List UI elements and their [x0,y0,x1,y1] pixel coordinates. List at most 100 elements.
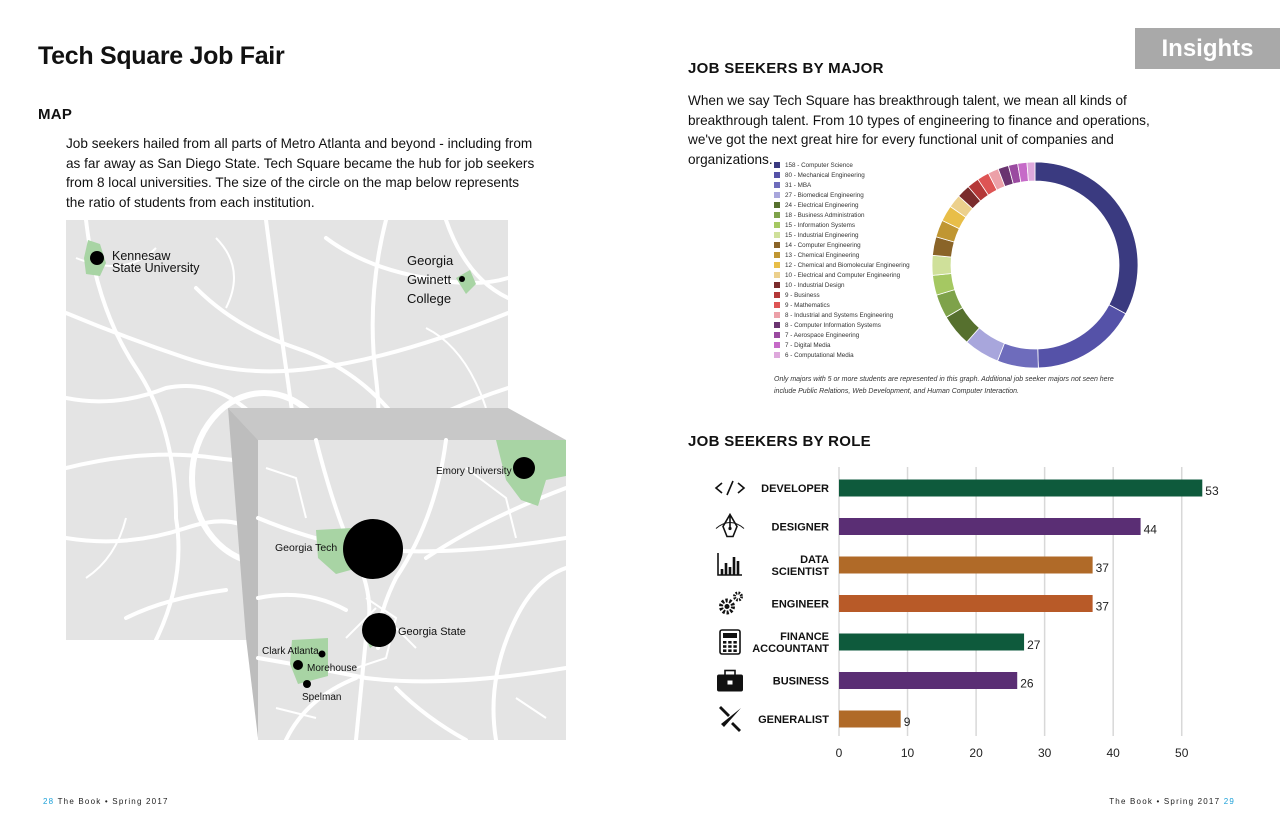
calculator-icon [719,629,741,655]
legend-label: 9 - Mathematics [785,301,830,309]
legend-item: 10 - Industrial Design [774,280,910,290]
legend-item: 12 - Chemical and Biomolecular Engineeri… [774,260,910,270]
legend-label: 8 - Computer Information Systems [785,321,881,329]
legend-swatch [774,272,780,278]
legend-swatch [774,202,780,208]
legend-item: 9 - Business [774,290,910,300]
page-title: Tech Square Job Fair [38,42,285,70]
legend-item: 14 - Computer Engineering [774,240,910,250]
legend-swatch [774,332,780,338]
x-tick-label: 0 [836,746,843,760]
legend-swatch [774,232,780,238]
legend-swatch [774,172,780,178]
legend-swatch [774,182,780,188]
code-icon [714,480,746,496]
legend-swatch [774,282,780,288]
legend-label: 12 - Chemical and Biomolecular Engineeri… [785,261,910,269]
legend-label: 31 - MBA [785,181,812,189]
category-label: ENGINEER [772,599,830,611]
legend-item: 18 - Business Administration [774,210,910,220]
legend-item: 15 - Industrial Engineering [774,230,910,240]
category-label: DATA SCIENTIST [772,554,830,578]
bar [839,556,1093,574]
donut-slice [1034,161,1139,315]
legend-swatch [774,352,780,358]
bar-chart-icon [717,553,742,576]
bar [839,479,1203,497]
ggc-area [456,270,476,294]
legend-swatch [774,312,780,318]
footer-left-text: The Book • Spring 2017 [57,797,169,806]
legend-item: 7 - Aerospace Engineering [774,330,910,340]
legend-label: 80 - Mechanical Engineering [785,171,865,179]
gears-icon [719,591,743,615]
legend-label: 14 - Computer Engineering [785,241,861,249]
legend-label: 15 - Information Systems [785,221,855,229]
legend-item: 9 - Mathematics [774,300,910,310]
legend-label: 9 - Business [785,291,820,299]
legend-label: 10 - Electrical and Computer Engineering [785,271,901,279]
majors-note: Only majors with 5 or more students are … [774,376,1114,395]
category-label: DEVELOPER [761,483,829,495]
insights-tab: Insights [1135,28,1280,69]
page-number-right: 29 [1223,797,1235,806]
legend-label: 10 - Industrial Design [785,281,845,289]
map-section-title: MAP [38,106,73,123]
roles-bar-chart: 0 10 20 30 40 50 53 DEVELOPER 44 DESIGNER 37 DATA SC… [714,467,1219,760]
clark-circle [318,650,326,658]
gastate-circle [362,613,396,647]
zoom-projection-left [228,408,258,738]
legend-label: 158 - Computer Science [785,161,853,169]
legend-swatch [774,262,780,268]
label-kennesaw: Kennesaw [112,249,171,263]
legend-item: 24 - Electrical Engineering [774,200,910,210]
majors-donut-chart [931,161,1139,369]
morehouse-circle [293,660,303,670]
spelman-circle [303,680,311,688]
label-kennesaw-2: State University [112,261,200,275]
legend-label: 7 - Aerospace Engineering [785,331,860,339]
multitool-icon [719,706,741,732]
bar-value-label: 53 [1205,484,1219,498]
bar [839,633,1025,651]
label-emory: Emory University [436,466,512,477]
legend-swatch [774,302,780,308]
category-label: DESIGNER [772,522,830,534]
legend-item: 7 - Digital Media [774,340,910,350]
legend-swatch [774,162,780,168]
legend-item: 8 - Industrial and Systems Engineering [774,310,910,320]
label-clark: Clark Atlanta [262,646,319,657]
legend-swatch [774,192,780,198]
label-ggc-2: Gwinett [407,272,451,287]
zoom-projection-top [228,408,566,440]
x-tick-label: 10 [901,746,915,760]
bar-value-label: 26 [1020,677,1034,691]
donut-slice [1026,161,1036,182]
x-tick-label: 40 [1107,746,1121,760]
majors-description: When we say Tech Square has breakthrough… [688,93,1150,167]
label-spelman: Spelman [302,692,341,703]
footer-right: The Book • Spring 2017 29 [1109,797,1235,806]
roles-section-title: JOB SEEKERS BY ROLE [688,433,871,450]
bar [839,595,1093,612]
legend-item: 6 - Computational Media [774,350,910,360]
donut-slice [931,254,952,276]
donut-slice [997,342,1039,369]
legend-swatch [774,222,780,228]
bar-value-label: 9 [904,715,911,729]
legend-item: 15 - Information Systems [774,220,910,230]
donut-slice [1037,304,1127,369]
legend-label: 8 - Industrial and Systems Engineering [785,311,894,319]
legend-item: 80 - Mechanical Engineering [774,170,910,180]
legend-swatch [774,342,780,348]
legend-label: 6 - Computational Media [785,351,854,359]
x-tick-label: 50 [1175,746,1189,760]
footer-left: 28 The Book • Spring 2017 [43,797,169,806]
bar [839,518,1141,535]
legend-label: 18 - Business Administration [785,211,865,219]
x-tick-label: 20 [969,746,983,760]
legend-item: 8 - Computer Information Systems [774,320,910,330]
legend-label: 24 - Electrical Engineering [785,201,859,209]
auc-area [290,638,328,684]
gatech-circle [343,519,403,579]
